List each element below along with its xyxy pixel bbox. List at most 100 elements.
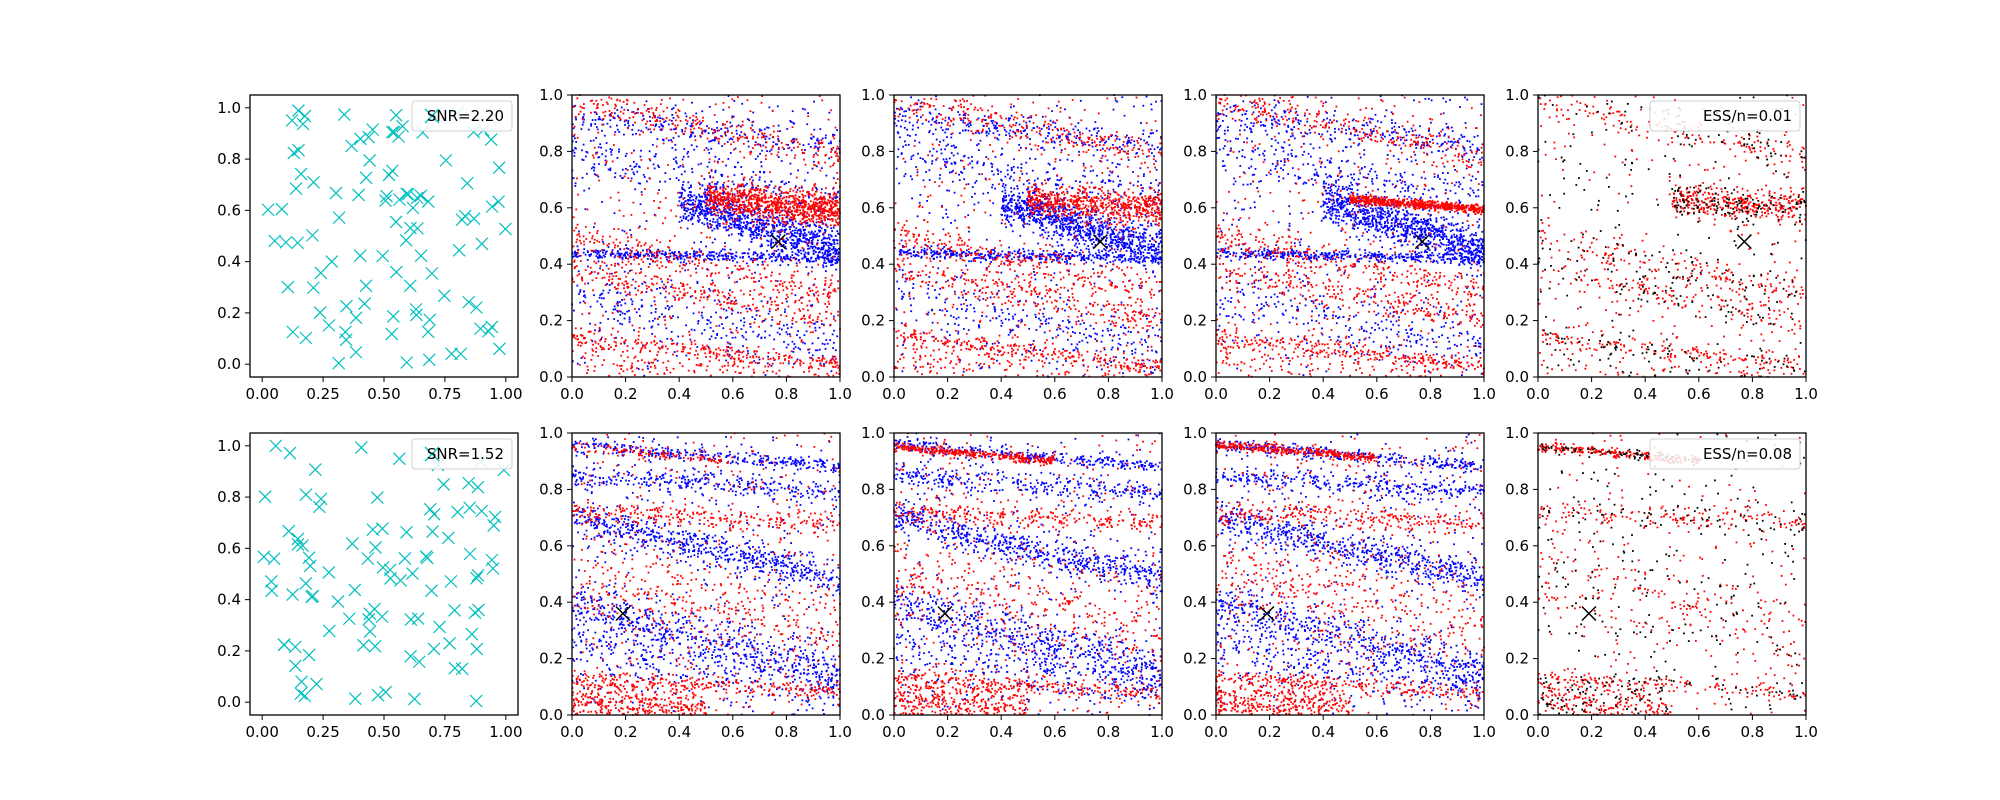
particle-point — [832, 211, 835, 214]
particle-point — [593, 226, 595, 229]
particle-point — [714, 103, 717, 106]
particle-point — [793, 343, 796, 345]
particle-point — [804, 256, 807, 258]
particle-point — [832, 164, 834, 167]
particle-point — [804, 179, 806, 182]
particle-point — [762, 211, 765, 214]
particle-point — [665, 286, 667, 289]
particle-point — [804, 317, 806, 320]
particle-point — [808, 300, 811, 302]
particle-point — [714, 208, 717, 211]
particle-point — [763, 216, 765, 219]
particle-point — [818, 256, 821, 259]
particle-point — [810, 207, 812, 210]
particle-point — [809, 304, 812, 307]
particle-point — [572, 245, 575, 248]
particle-point — [767, 219, 770, 222]
particle-point — [678, 255, 681, 258]
particle-point — [727, 292, 730, 295]
particle-point — [593, 169, 595, 172]
particle-point — [815, 190, 817, 193]
particle-point — [833, 289, 836, 292]
particle-point — [666, 305, 669, 307]
particle-point — [792, 366, 794, 369]
particle-point — [824, 230, 827, 232]
particle-point — [794, 197, 797, 200]
particle-point — [778, 214, 781, 217]
particle-point — [695, 364, 698, 366]
particle-point — [771, 252, 774, 255]
particle-point — [747, 209, 749, 211]
particle-point — [750, 197, 752, 200]
particle-point — [820, 205, 823, 208]
particle-point — [703, 258, 706, 261]
particle-point — [659, 292, 662, 295]
particle-point — [733, 225, 736, 227]
particle-point — [695, 252, 698, 254]
particle-point — [837, 232, 839, 235]
particle-point — [764, 138, 767, 141]
particle-point — [681, 297, 684, 299]
particle-point — [826, 202, 828, 205]
particle-point — [788, 356, 791, 359]
particle-point — [832, 374, 835, 377]
particle-point — [821, 200, 823, 203]
particle-point — [723, 215, 726, 217]
particle-point — [757, 228, 760, 230]
particle-point — [828, 242, 831, 245]
particle-point — [622, 215, 625, 217]
particle-point — [785, 298, 787, 300]
particle-point — [779, 362, 782, 365]
particle-point — [779, 231, 782, 234]
particle-point — [751, 147, 754, 149]
particle-point — [819, 202, 822, 204]
particle-point — [673, 128, 675, 131]
particle-point — [666, 337, 669, 340]
particle-point — [1089, 253, 1091, 256]
particle-point — [648, 108, 651, 110]
particle-point — [727, 257, 729, 260]
particle-point — [719, 194, 721, 197]
particle-point — [814, 373, 817, 376]
particle-point — [770, 192, 773, 195]
particle-point — [591, 340, 594, 343]
particle-point — [691, 207, 694, 210]
particle-point — [577, 270, 580, 273]
particle-point — [834, 150, 837, 153]
particle-point — [718, 209, 721, 211]
particle-point — [799, 359, 801, 362]
particle-point — [778, 323, 781, 325]
particle-point — [798, 299, 801, 302]
particle-point — [727, 204, 730, 207]
particle-point — [589, 140, 592, 142]
design-point-marker — [322, 318, 336, 332]
particle-point — [758, 362, 761, 364]
particle-point — [828, 236, 830, 239]
particle-point — [735, 329, 738, 332]
particle-point — [625, 119, 628, 122]
particle-point — [817, 202, 820, 205]
particle-point — [744, 217, 747, 220]
particle-point — [578, 113, 580, 116]
particle-point — [780, 181, 783, 183]
particle-point — [629, 252, 631, 255]
particle-point — [647, 254, 649, 257]
particle-point — [693, 302, 696, 305]
particle-point — [810, 245, 812, 248]
particle-point — [814, 326, 817, 329]
particle-point — [737, 225, 740, 227]
particle-point — [675, 156, 677, 159]
particle-point — [687, 219, 690, 222]
particle-point — [931, 250, 934, 253]
particle-point — [758, 130, 761, 133]
particle-point — [799, 235, 801, 238]
particle-point — [657, 164, 659, 167]
particle-point — [623, 133, 625, 136]
particle-point — [656, 264, 659, 267]
particle-point — [798, 200, 801, 203]
particle-point — [609, 125, 612, 128]
particle-point — [619, 248, 622, 251]
particle-point — [767, 200, 770, 203]
particle-point — [817, 148, 820, 151]
particle-point — [754, 218, 757, 221]
